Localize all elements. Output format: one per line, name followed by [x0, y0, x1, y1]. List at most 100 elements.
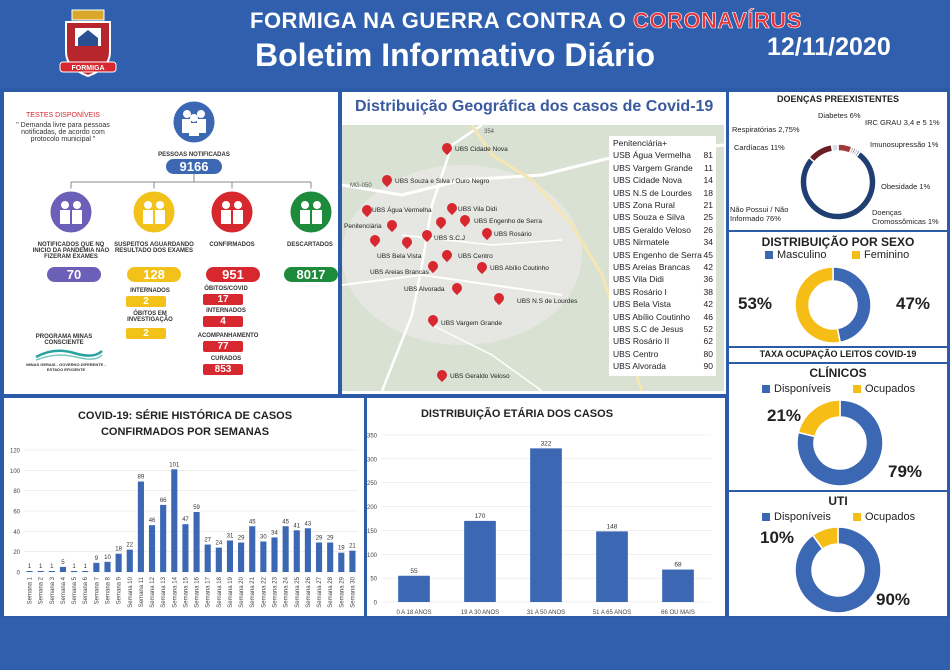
bar — [193, 512, 200, 572]
uti-donut — [794, 526, 882, 614]
pin-label: UBS Alvorada — [404, 286, 445, 293]
x-tick-label: 0 A 18 ANOS — [396, 610, 431, 616]
category-icon-4 — [287, 188, 335, 236]
bar-value-label: 29 — [316, 536, 323, 542]
map-legend-row: UBS N.S de Lourdes 18 — [613, 188, 713, 200]
bar — [304, 528, 311, 572]
age-chart: 0 50 100 150 200 250 300 350 55 0 A 18 ANOS 170 19 … — [367, 434, 711, 616]
x-tick-label: Semana 17 — [206, 576, 212, 607]
map-legend-value: 52 — [703, 324, 713, 334]
y-tick-label: 120 — [10, 449, 21, 455]
bar-value-label: 322 — [541, 440, 552, 447]
bar — [104, 561, 111, 572]
preexisting-label-imuno: Imunosupressão 1% — [870, 140, 939, 149]
uti-available-pct: 90% — [876, 590, 911, 609]
map-legend-row: UBS Engenho de Serra 45 — [613, 250, 713, 262]
y-tick-label: 200 — [367, 505, 378, 511]
x-tick-label: Semana 29 — [339, 576, 345, 607]
map-legend-name: USB Água Vermelha — [613, 150, 691, 161]
map-legend-name: UBS Bela Vista — [613, 299, 671, 310]
map-legend-value: 42 — [703, 262, 713, 272]
category-label-1: NOTIFICADOS QUE NO INICIO DA PANDEMIA NÃ… — [32, 242, 110, 260]
pin-label: UBS Geraldo Veloso — [450, 373, 510, 380]
preexisting-label-nao-possui: Não Possui / Não Informado 76% — [730, 205, 789, 223]
map-legend-name: UBS Geraldo Veloso — [613, 224, 691, 235]
bar-value-label: 148 — [607, 523, 618, 530]
bar-value-label: 21 — [349, 544, 356, 550]
map-legend-name: UBS N.S de Lourdes — [613, 187, 692, 198]
bar — [148, 525, 156, 572]
y-tick-label: 0 — [17, 571, 21, 577]
preexisting-label-cromossomicas: Doenças Cromossômicas 1% — [872, 208, 939, 226]
header: FORMIGA FORMIGA NA GUERRA CONTRA O CORON… — [0, 0, 950, 88]
category-icon-1 — [47, 188, 95, 236]
bar — [182, 524, 189, 572]
x-tick-label: Semana 24 — [284, 576, 290, 607]
bar — [338, 552, 345, 572]
y-tick-label: 50 — [370, 577, 377, 583]
y-tick-label: 40 — [13, 530, 20, 536]
map-legend-value: 18 — [703, 187, 713, 198]
category-value-3: 951 — [206, 267, 260, 282]
bar — [271, 537, 278, 572]
map-legend-row: UBS S.C de Jesus 52 — [613, 324, 713, 336]
map-legend-name: UBS Rosário I — [613, 286, 667, 297]
y-tick-label: 250 — [367, 481, 378, 487]
uti-slice-available — [794, 526, 882, 614]
map-legend-value: 21 — [703, 200, 713, 210]
bar-value-label: 5 — [61, 560, 65, 566]
bar — [282, 526, 289, 572]
bar-value-label: 59 — [193, 505, 200, 511]
x-tick-label: 51 A 65 ANOS — [593, 610, 631, 616]
header-subtitle: Boletim Informativo Diário — [255, 37, 656, 73]
sex-title: DISTRIBUIÇÃO POR SEXO — [761, 235, 915, 249]
x-tick-label: Semana 6 — [83, 576, 89, 604]
map-legend-name: UBS Souza e Silva — [613, 212, 685, 223]
notified-value: 9166 — [166, 159, 222, 174]
map-legend-row: UBS Bela Vista 42 — [613, 299, 713, 311]
x-tick-label: Semana 7 — [94, 576, 100, 604]
suspect-sub-value-1: 2 — [126, 296, 166, 307]
map-legend-row: UBS Areias Brancas 42 — [613, 262, 713, 274]
map-legend-value: 36 — [703, 274, 713, 285]
x-tick-label: Semana 2 — [39, 576, 45, 604]
tests-title: TESTES DISPONÍVEIS — [26, 112, 100, 119]
x-tick-label: Semana 8 — [106, 576, 112, 604]
city-seal-icon: FORMIGA — [59, 9, 117, 78]
confirmed-sub-value-3: 77 — [203, 341, 243, 352]
bar — [115, 553, 122, 572]
category-label-4: DESCARTADOS — [287, 242, 333, 248]
x-tick-label: Semana 13 — [161, 576, 167, 607]
tree-connectors — [70, 174, 312, 192]
x-tick-label: Semana 11 — [139, 576, 145, 607]
map-legend-row: UBS Alvorada 90 — [613, 361, 713, 373]
map-legend-name: UBS Nirmatele — [613, 237, 670, 248]
x-tick-label: Semana 20 — [239, 576, 245, 607]
suspect-sub-label-2: ÓBITOS EM INVESTIGAÇÃO — [127, 311, 173, 323]
road-label-354: 354 — [484, 129, 495, 135]
bar — [260, 541, 267, 572]
x-tick-label: Semana 10 — [128, 576, 134, 607]
map-legend-name: UBS Alvorada — [613, 361, 666, 372]
bar-value-label: 1 — [50, 564, 54, 570]
x-tick-label: Semana 23 — [273, 576, 279, 607]
pin-label: UBS Engenho de Serra — [474, 218, 542, 225]
bar-value-label: 24 — [215, 541, 222, 547]
map-legend-value: 80 — [703, 348, 713, 359]
clinicos-available-pct: 79% — [888, 462, 923, 481]
map-legend-value: 38 — [703, 286, 713, 297]
x-tick-label: Semana 12 — [150, 576, 156, 607]
y-tick-label: 80 — [13, 489, 20, 495]
uti-legend-available: Disponíveis — [762, 511, 831, 523]
bar — [249, 526, 256, 572]
program-label: PROGRAMA MINAS CONSCIENTE — [35, 334, 93, 346]
bar-value-label: 46 — [149, 518, 156, 524]
category-icon-2 — [130, 188, 178, 236]
map-legend-row: UBS Abílio Coutinho 46 — [613, 312, 713, 324]
bar — [93, 562, 100, 572]
confirmed-sub-label-4: CURADOS — [210, 356, 242, 362]
bar-value-label: 1 — [72, 564, 76, 570]
header-date: 12/11/2020 — [767, 33, 891, 61]
y-tick-label: 350 — [367, 434, 378, 440]
